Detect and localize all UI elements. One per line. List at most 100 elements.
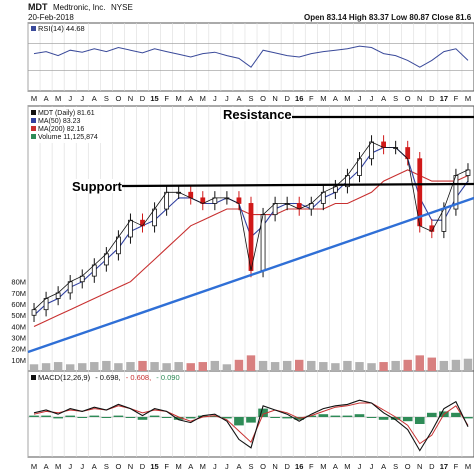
middle-axis-label: 16 bbox=[295, 94, 303, 103]
bottom-axis-label: M bbox=[31, 462, 37, 471]
volume-bar bbox=[379, 362, 388, 371]
company-name: Medtronic, Inc. bbox=[53, 3, 106, 12]
bottom-axis-label: D bbox=[284, 462, 290, 471]
bottom-axis-label: S bbox=[393, 462, 398, 471]
price-legend-swatch bbox=[31, 110, 36, 115]
middle-axis-label: S bbox=[248, 94, 253, 103]
volume-bar bbox=[41, 363, 51, 371]
price-legend-bg bbox=[29, 107, 101, 143]
bottom-axis-label: J bbox=[80, 462, 84, 471]
bottom-axis-label: A bbox=[44, 462, 49, 471]
macd-histogram-bar bbox=[451, 412, 461, 417]
macd-histogram-bar bbox=[210, 415, 220, 417]
macd-histogram-bar bbox=[318, 414, 329, 417]
bottom-axis-label: M bbox=[465, 462, 471, 471]
exchange-name: NYSE bbox=[111, 3, 133, 12]
bottom-axis-label: J bbox=[213, 462, 217, 471]
ma200-legend-swatch bbox=[31, 126, 36, 131]
bottom-axis-label: S bbox=[248, 462, 253, 471]
macd-histogram-bar bbox=[330, 415, 341, 417]
volume-tick-label: 60M bbox=[11, 300, 26, 309]
volume-bar bbox=[114, 363, 123, 371]
macd-histogram-bar bbox=[426, 412, 437, 417]
middle-axis-label: N bbox=[128, 94, 133, 103]
volume-bar bbox=[282, 360, 292, 371]
middle-axis-label: D bbox=[140, 94, 146, 103]
bottom-axis-label: A bbox=[381, 462, 386, 471]
macd-legend-text: MACD(12,26,9) - 0.698, - 0.608, - 0.090 bbox=[38, 373, 180, 382]
quote-summary: Open 83.14 High 83.37 Low 80.87 Close 81… bbox=[304, 13, 472, 22]
volume-bar bbox=[427, 357, 437, 371]
volume-bar bbox=[258, 360, 268, 371]
resistance-label: Resistance bbox=[223, 107, 292, 122]
bottom-axis-label: M bbox=[320, 462, 326, 471]
price-line bbox=[33, 141, 469, 310]
macd-histogram-bar bbox=[197, 415, 208, 417]
price-bar-body bbox=[31, 309, 37, 316]
macd-histogram-bar bbox=[161, 417, 172, 418]
volume-bar bbox=[367, 363, 376, 371]
middle-axis-label: J bbox=[358, 94, 362, 103]
volume-tick-label: 30M bbox=[11, 333, 26, 342]
macd-legend-swatch bbox=[31, 375, 36, 380]
bottom-axis-label: O bbox=[115, 462, 121, 471]
macd-histogram-bar bbox=[185, 417, 196, 419]
macd-legend: MACD(12,26,9) - 0.698, - 0.608, - 0.090 bbox=[31, 373, 180, 382]
macd-histogram-bar bbox=[234, 417, 244, 426]
middle-axis-label: A bbox=[381, 94, 386, 103]
macd-histogram-bar bbox=[173, 417, 184, 420]
bottom-axis-label: J bbox=[68, 462, 72, 471]
middle-axis-label: M bbox=[344, 94, 350, 103]
volume-tick-label: 50M bbox=[11, 311, 26, 320]
rsi-legend-swatch bbox=[31, 26, 36, 31]
middle-axis-label: D bbox=[429, 94, 435, 103]
ma50-legend-swatch bbox=[31, 118, 36, 123]
bottom-axis-label: M bbox=[55, 462, 61, 471]
middle-axis-label: O bbox=[115, 94, 121, 103]
resistance-label-bg bbox=[221, 107, 290, 121]
macd-histogram-bar bbox=[378, 417, 389, 420]
macd-legend-value: - 0.698, bbox=[95, 373, 120, 382]
macd-histogram-bar bbox=[149, 415, 160, 417]
bottom-axis-label: N bbox=[128, 462, 133, 471]
middle-axis-label: J bbox=[213, 94, 217, 103]
volume-axis-ticks: 80M 70M 60M 50M 40M 30M 20M 10M bbox=[11, 278, 26, 365]
bottom-axis-bg bbox=[28, 461, 474, 471]
macd-histogram-bar bbox=[463, 417, 473, 419]
middle-axis-label: N bbox=[272, 94, 277, 103]
volume-tick-label: 70M bbox=[11, 289, 26, 298]
volume-bar bbox=[138, 360, 147, 371]
middle-axis-label: J bbox=[370, 94, 374, 103]
middle-axis-label: 15 bbox=[150, 94, 158, 103]
macd-histogram-bar bbox=[65, 415, 76, 417]
volume-bar bbox=[150, 362, 159, 371]
middle-axis-label: A bbox=[236, 94, 241, 103]
bottom-axis-label: N bbox=[417, 462, 422, 471]
volume-bar bbox=[391, 360, 400, 371]
macd-legend-prefix: MACD(12,26,9) bbox=[38, 373, 91, 382]
volume-bar bbox=[319, 362, 328, 371]
volume-bar bbox=[126, 362, 135, 371]
rising-trend-line bbox=[27, 196, 474, 354]
bottom-axis-label: D bbox=[140, 462, 146, 471]
volume-bar bbox=[29, 364, 39, 371]
bottom-month-axis: M A M J J A S O N D 15 F M A M J J A S O N D 16 F M A M J J A S O N D 17 F M bbox=[28, 461, 474, 471]
volume-bar bbox=[210, 360, 220, 371]
macd-histogram-bar bbox=[113, 415, 124, 417]
volume-bar bbox=[78, 363, 87, 371]
rsi-panel-frame bbox=[27, 22, 474, 92]
volume-tick-label: 40M bbox=[11, 322, 26, 331]
middle-axis-label: M bbox=[465, 94, 471, 103]
chart-header-line-1: MDT Medtronic, Inc. NYSE bbox=[28, 2, 133, 13]
middle-axis-label: A bbox=[44, 94, 49, 103]
middle-axis-label: O bbox=[260, 94, 266, 103]
middle-axis-label: A bbox=[188, 94, 193, 103]
volume-bar bbox=[355, 362, 364, 371]
bottom-axis-label: S bbox=[104, 462, 109, 471]
middle-axis-label: S bbox=[104, 94, 109, 103]
middle-axis-label: F bbox=[164, 94, 169, 103]
middle-axis-label: J bbox=[68, 94, 72, 103]
bottom-axis-label: O bbox=[405, 462, 411, 471]
volume-bars bbox=[29, 355, 473, 371]
bottom-axis-label: 17 bbox=[440, 462, 448, 471]
